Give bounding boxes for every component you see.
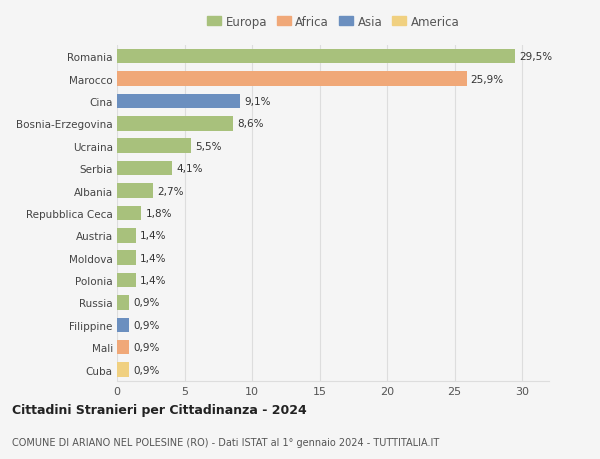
Text: 0,9%: 0,9% xyxy=(133,298,160,308)
Text: 2,7%: 2,7% xyxy=(157,186,184,196)
Bar xyxy=(117,95,240,109)
Bar xyxy=(117,229,136,243)
Bar xyxy=(117,72,467,87)
Text: 5,5%: 5,5% xyxy=(196,141,222,151)
Bar xyxy=(117,251,136,265)
Text: 1,4%: 1,4% xyxy=(140,231,166,241)
Text: 1,8%: 1,8% xyxy=(145,208,172,218)
Bar xyxy=(117,117,233,131)
Bar xyxy=(117,340,129,355)
Text: 0,9%: 0,9% xyxy=(133,342,160,353)
Text: 0,9%: 0,9% xyxy=(133,320,160,330)
Text: Cittadini Stranieri per Cittadinanza - 2024: Cittadini Stranieri per Cittadinanza - 2… xyxy=(12,403,307,416)
Bar xyxy=(117,50,515,64)
Bar xyxy=(117,206,142,221)
Text: 25,9%: 25,9% xyxy=(471,74,504,84)
Bar xyxy=(117,318,129,332)
Text: 9,1%: 9,1% xyxy=(244,97,271,107)
Text: 0,9%: 0,9% xyxy=(133,365,160,375)
Text: 8,6%: 8,6% xyxy=(237,119,263,129)
Text: 4,1%: 4,1% xyxy=(176,164,203,174)
Bar xyxy=(117,162,172,176)
Bar xyxy=(117,296,129,310)
Text: 1,4%: 1,4% xyxy=(140,275,166,285)
Legend: Europa, Africa, Asia, America: Europa, Africa, Asia, America xyxy=(205,13,461,31)
Bar xyxy=(117,139,191,154)
Bar xyxy=(117,273,136,288)
Text: COMUNE DI ARIANO NEL POLESINE (RO) - Dati ISTAT al 1° gennaio 2024 - TUTTITALIA.: COMUNE DI ARIANO NEL POLESINE (RO) - Dat… xyxy=(12,437,439,447)
Text: 29,5%: 29,5% xyxy=(519,52,553,62)
Bar xyxy=(117,363,129,377)
Bar xyxy=(117,184,154,198)
Text: 1,4%: 1,4% xyxy=(140,253,166,263)
